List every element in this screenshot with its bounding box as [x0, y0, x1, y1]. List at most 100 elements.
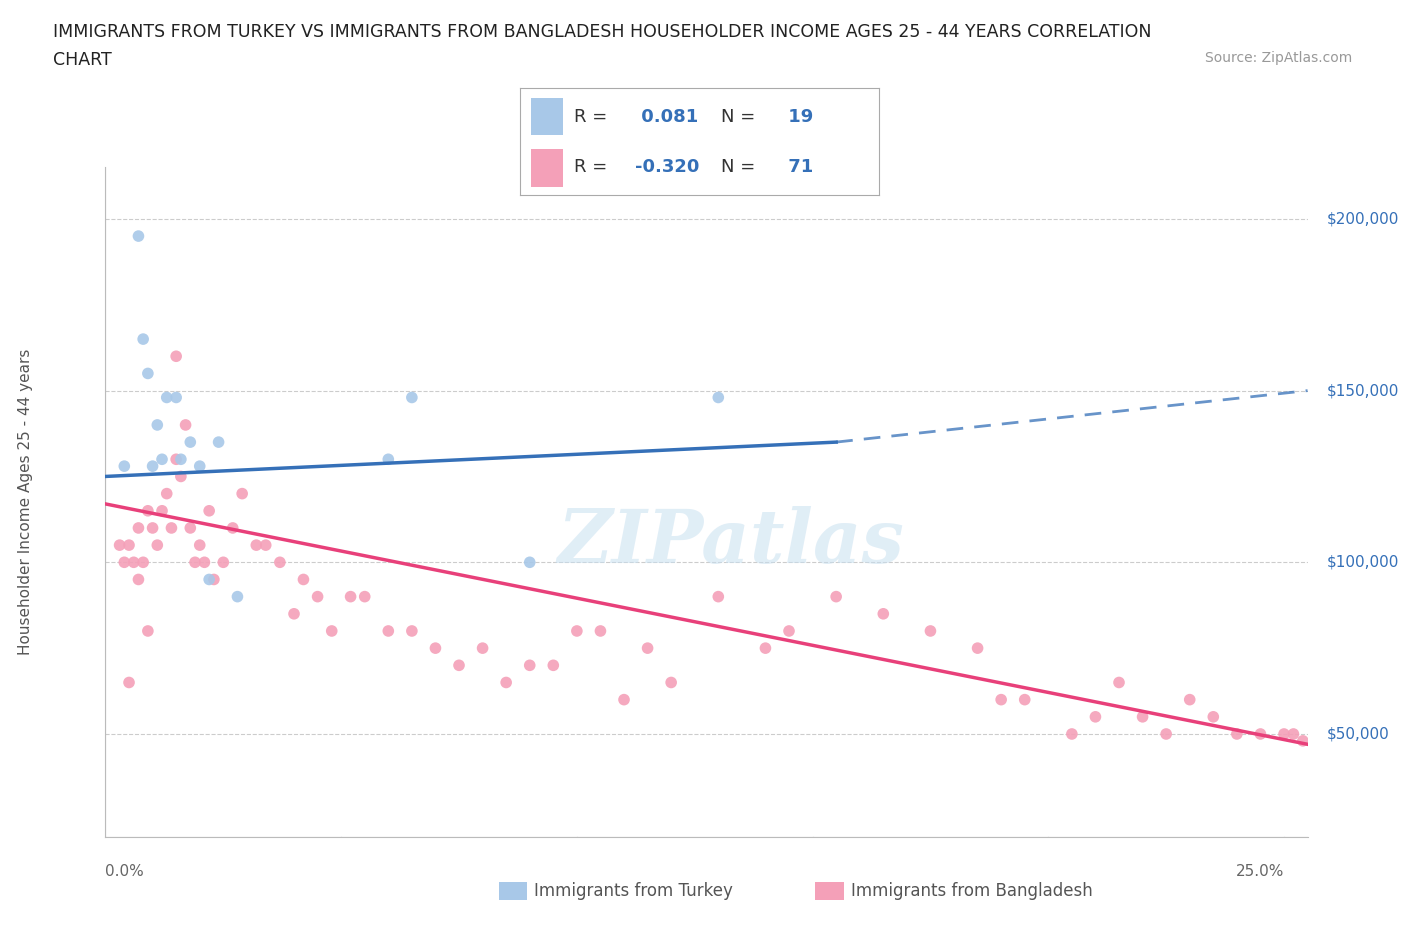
Point [1014, 692, 1036, 707]
Point [269, 555, 291, 570]
Point [1178, 692, 1201, 707]
Point [401, 390, 423, 405]
Text: N =: N = [721, 108, 755, 126]
Point [1226, 726, 1249, 741]
Point [160, 521, 183, 536]
Text: $200,000: $200,000 [1326, 211, 1399, 226]
Point [132, 332, 155, 347]
Point [1272, 726, 1295, 741]
Point [226, 590, 249, 604]
Text: $150,000: $150,000 [1326, 383, 1399, 398]
Point [778, 623, 800, 638]
Point [321, 623, 343, 638]
Point [339, 590, 361, 604]
Point [519, 658, 541, 672]
Point [471, 641, 494, 656]
Point [222, 521, 245, 536]
Point [1084, 710, 1107, 724]
Text: Householder Income Ages 25 - 44 years: Householder Income Ages 25 - 44 years [18, 349, 32, 656]
Point [170, 469, 193, 484]
Point [1202, 710, 1225, 724]
Point [142, 458, 165, 473]
Point [207, 434, 229, 449]
Point [127, 229, 149, 244]
Point [122, 555, 145, 570]
Point [193, 555, 215, 570]
Text: 19: 19 [782, 108, 813, 126]
Point [170, 452, 193, 467]
Point [637, 641, 659, 656]
Point [920, 623, 942, 638]
Point [1060, 726, 1083, 741]
Point [292, 572, 315, 587]
Point [136, 366, 159, 381]
Bar [531, 150, 564, 187]
Point [179, 521, 201, 536]
Point [519, 555, 541, 570]
Text: 0.0%: 0.0% [105, 865, 145, 880]
Point [118, 538, 141, 552]
Point [150, 503, 173, 518]
Point [156, 390, 179, 405]
Bar [531, 98, 564, 136]
Point [872, 606, 894, 621]
Text: Immigrants from Turkey: Immigrants from Turkey [534, 882, 733, 900]
Text: -0.320: -0.320 [636, 158, 699, 177]
Point [174, 418, 197, 432]
Point [198, 503, 221, 518]
Point [825, 590, 848, 604]
Point [1282, 726, 1305, 741]
Point [254, 538, 277, 552]
Point [165, 452, 187, 467]
Point [198, 572, 221, 587]
Point [150, 452, 173, 467]
Point [613, 692, 636, 707]
Point [127, 572, 149, 587]
Point [112, 458, 135, 473]
Text: ZIPatlas: ZIPatlas [557, 506, 904, 578]
Point [165, 349, 187, 364]
Point [118, 675, 141, 690]
Point [966, 641, 988, 656]
Text: R =: R = [574, 108, 607, 126]
Point [353, 590, 375, 604]
Point [212, 555, 235, 570]
Text: Immigrants from Bangladesh: Immigrants from Bangladesh [851, 882, 1092, 900]
Point [188, 538, 211, 552]
Text: N =: N = [721, 158, 755, 177]
Point [990, 692, 1012, 707]
Point [188, 458, 211, 473]
Point [165, 390, 187, 405]
Point [136, 503, 159, 518]
Point [377, 452, 399, 467]
Point [707, 590, 730, 604]
Text: 25.0%: 25.0% [1236, 865, 1284, 880]
Point [1292, 734, 1315, 749]
Point [1132, 710, 1154, 724]
Point [132, 555, 155, 570]
Point [179, 434, 201, 449]
Point [377, 623, 399, 638]
Point [156, 486, 179, 501]
Point [136, 623, 159, 638]
Point [1108, 675, 1130, 690]
Text: 0.081: 0.081 [636, 108, 699, 126]
Point [127, 521, 149, 536]
Point [589, 623, 612, 638]
Text: $100,000: $100,000 [1326, 555, 1399, 570]
Point [184, 555, 207, 570]
Point [245, 538, 267, 552]
Point [146, 538, 169, 552]
Point [543, 658, 565, 672]
Point [401, 623, 423, 638]
Point [146, 418, 169, 432]
Point [283, 606, 305, 621]
Point [707, 390, 730, 405]
Point [754, 641, 776, 656]
Point [202, 572, 225, 587]
Point [1154, 726, 1177, 741]
Text: IMMIGRANTS FROM TURKEY VS IMMIGRANTS FROM BANGLADESH HOUSEHOLDER INCOME AGES 25 : IMMIGRANTS FROM TURKEY VS IMMIGRANTS FRO… [53, 23, 1152, 41]
Point [495, 675, 517, 690]
Point [307, 590, 329, 604]
Text: R =: R = [574, 158, 607, 177]
